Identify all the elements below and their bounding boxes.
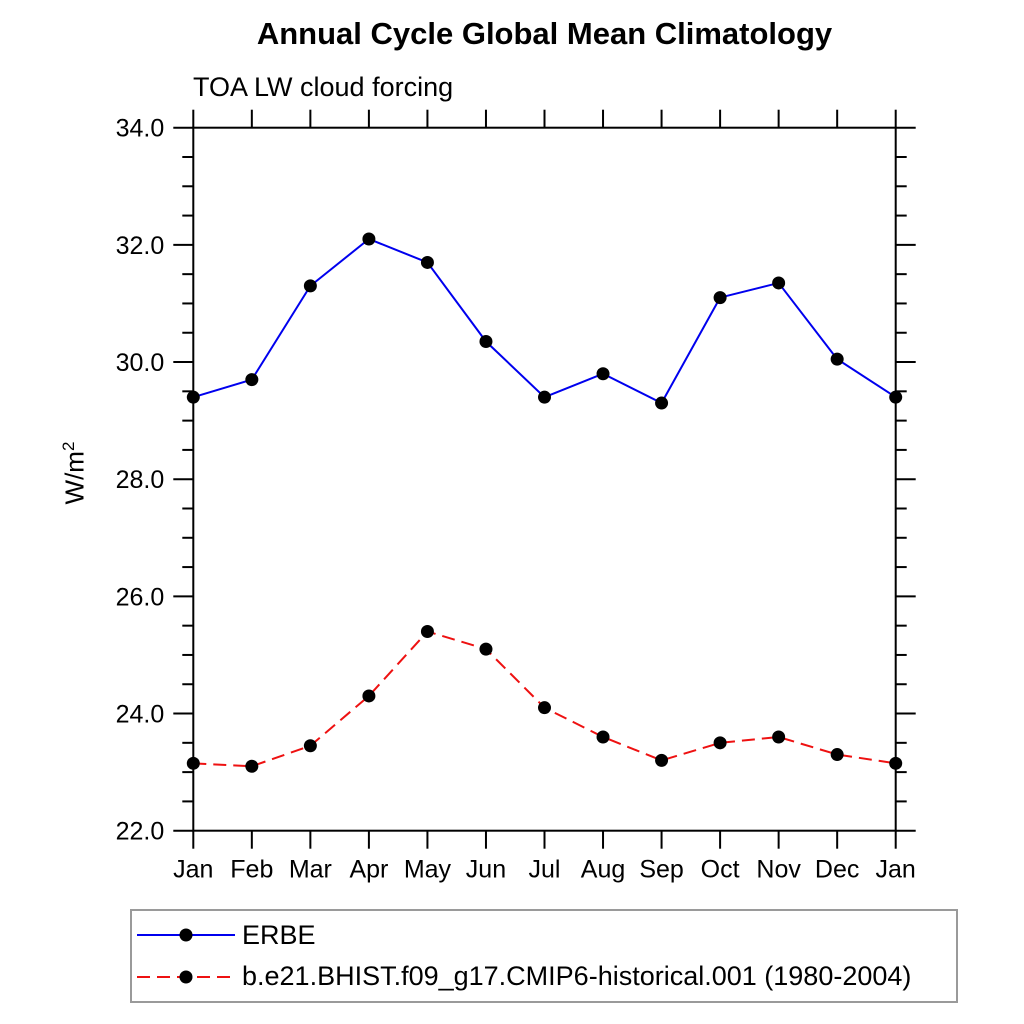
axis-ticks <box>173 109 916 849</box>
data-point-marker <box>538 701 551 715</box>
legend-line-sample-erbe <box>137 926 235 944</box>
series-line-1 <box>193 630 896 768</box>
data-point-marker <box>245 759 259 773</box>
data-point-marker <box>479 642 493 656</box>
data-point-marker <box>420 625 434 639</box>
legend-row-model: b.e21.BHIST.f09_g17.CMIP6-historical.001… <box>137 958 952 996</box>
data-point-marker <box>362 689 376 703</box>
y-tick-label: 30.0 <box>116 349 165 377</box>
x-tick-label: Jan <box>876 856 916 884</box>
y-tick-label: 24.0 <box>116 701 165 729</box>
data-point-marker <box>362 232 376 246</box>
series-markers-1 <box>186 625 903 773</box>
legend-marker-dot <box>179 970 193 984</box>
chart-title: Annual Cycle Global Mean Climatology <box>256 16 833 51</box>
x-tick-label: Jun <box>466 856 506 884</box>
y-tick-label: 32.0 <box>116 232 165 260</box>
legend-box: ERBE b.e21.BHIST.f09_g17.CMIP6-historica… <box>130 909 958 1003</box>
data-point-marker <box>479 335 493 349</box>
data-point-marker <box>830 352 844 366</box>
x-tick-label: Apr <box>349 856 388 884</box>
legend-row-erbe: ERBE <box>137 916 952 954</box>
y-tick-label: 28.0 <box>116 466 165 494</box>
y-tick-label: 34.0 <box>116 115 165 143</box>
y-tick-label: 22.0 <box>116 818 165 846</box>
x-tick-label: Dec <box>815 856 859 884</box>
data-point-marker <box>772 276 786 290</box>
legend-label-model: b.e21.BHIST.f09_g17.CMIP6-historical.001… <box>242 961 912 992</box>
chart-subtitle: TOA LW cloud forcing <box>193 72 454 102</box>
x-tick-label: Jan <box>173 856 213 884</box>
x-tick-label: May <box>404 856 452 884</box>
data-point-marker <box>538 390 551 404</box>
data-point-marker <box>713 291 727 305</box>
x-tick-label: Feb <box>230 856 273 884</box>
data-point-marker <box>186 756 200 770</box>
x-tick-label: Sep <box>639 856 683 884</box>
data-point-marker <box>655 396 669 410</box>
legend-marker-dot <box>179 928 193 942</box>
data-point-marker <box>596 730 610 744</box>
legend-line-sample-model <box>137 968 235 986</box>
y-tick-label: 26.0 <box>116 583 165 611</box>
plot-canvas: 22.0 24.0 26.0 28.0 30.0 32.0 34.0 Jan Feb Mar Apr… <box>116 109 916 884</box>
x-tick-label: Aug <box>581 856 625 884</box>
data-point-marker <box>830 748 844 762</box>
data-point-marker <box>303 279 317 293</box>
x-tick-label: Mar <box>289 856 332 884</box>
data-point-marker <box>772 730 786 744</box>
legend-label-erbe: ERBE <box>242 919 316 950</box>
x-tick-label: Oct <box>701 856 740 884</box>
data-point-marker <box>245 373 259 387</box>
series-markers-0 <box>186 232 903 410</box>
data-point-marker <box>713 736 727 750</box>
x-tick-label: Jul <box>529 856 561 884</box>
axis-tick-labels: 22.0 24.0 26.0 28.0 30.0 32.0 34.0 Jan Feb Mar Apr… <box>116 115 916 884</box>
data-point-marker <box>655 753 669 767</box>
data-point-marker <box>889 390 903 404</box>
series-line-0 <box>193 237 897 405</box>
data-point-marker <box>186 390 200 404</box>
data-point-marker <box>889 756 903 770</box>
x-tick-label: Nov <box>756 856 801 884</box>
data-point-marker <box>420 255 434 269</box>
plot-frame <box>192 126 897 832</box>
data-point-marker <box>303 739 317 753</box>
data-point-marker <box>596 367 610 381</box>
